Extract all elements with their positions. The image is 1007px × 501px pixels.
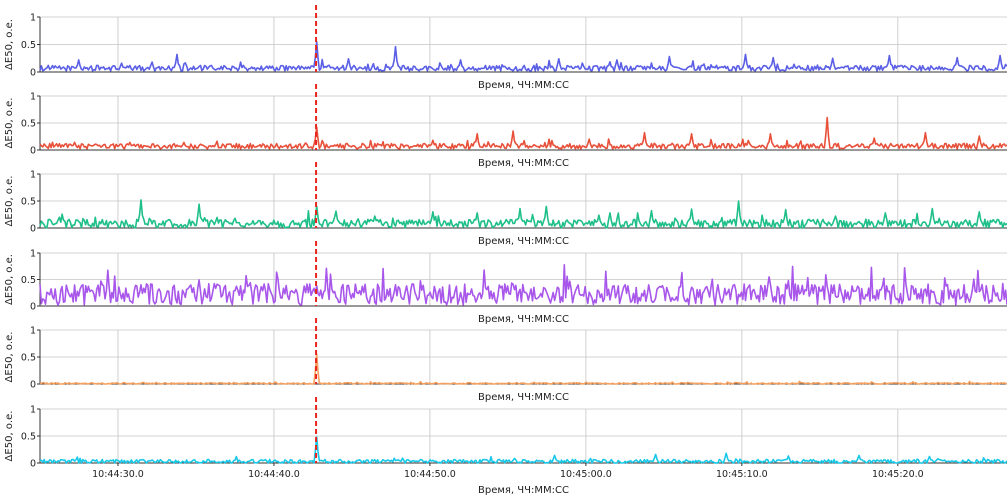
series-line: [39, 353, 1007, 385]
y-tick-label: 1: [30, 92, 36, 103]
y-axis-label: ΔE50, о.е.: [4, 411, 15, 462]
y-axis-label: ΔE50, о.е.: [4, 19, 15, 70]
series-line: [40, 436, 1007, 464]
y-tick-label: 0.5: [21, 353, 36, 364]
y-tick-label: 0.5: [21, 432, 36, 443]
y-tick-label: 0.5: [21, 40, 36, 51]
y-tick-label: 0.5: [21, 197, 36, 208]
x-axis-label: Время, ЧЧ:ММ:СС: [478, 392, 569, 403]
x-axis-label: Время, ЧЧ:ММ:СС: [478, 236, 569, 247]
chart-panel-3: 0 0.5 1 ΔE50, о.е. Время, ЧЧ:ММ:СС: [4, 162, 1007, 247]
series-line: [39, 116, 1007, 150]
x-tick-label: 10:45:00.0: [560, 469, 612, 480]
chart-panel-4: 0 0.5 1 ΔE50, о.е. Время, ЧЧ:ММ:СС: [4, 241, 1007, 325]
y-tick-label: 1: [30, 249, 36, 260]
chart-panel-1: 0 0.5 1 ΔE50, о.е. Время, ЧЧ:ММ:СС: [4, 5, 1007, 91]
y-tick-label: 0: [30, 459, 36, 470]
x-tick-label: 10:44:40.0: [248, 469, 300, 480]
chart-panel-5: 0 0.5 1 ΔE50, о.е. Время, ЧЧ:ММ:СС: [4, 318, 1007, 403]
x-tick-label: 10:45:20.0: [872, 469, 924, 480]
y-tick-label: 0: [30, 380, 36, 391]
y-axis-label: ΔE50, о.е.: [4, 176, 15, 227]
y-tick-label: 0: [30, 68, 36, 79]
y-tick-label: 1: [30, 405, 36, 416]
y-tick-label: 0: [30, 146, 36, 157]
x-tick-label: 10:45:10.0: [716, 469, 768, 480]
x-axis-label: Время, ЧЧ:ММ:СС: [478, 485, 569, 496]
y-tick-label: 0: [30, 224, 36, 235]
chart-panel-2: 0 0.5 1 ΔE50, о.е. Время, ЧЧ:ММ:СС: [4, 84, 1007, 169]
series-line: [39, 264, 1007, 306]
y-tick-label: 1: [30, 326, 36, 337]
series-line: [39, 41, 1007, 72]
chart-panel-6: 0 0.5 1 ΔE50, о.е. 10:44:30.0 10:44:40.0 10:44…: [4, 397, 1007, 496]
y-axis-label: ΔE50, о.е.: [4, 332, 15, 383]
y-tick-label: 0.5: [21, 119, 36, 130]
y-tick-label: 1: [30, 170, 36, 181]
series-line: [39, 199, 1007, 229]
y-axis-label: ΔE50, о.е.: [4, 254, 15, 305]
y-tick-label: 1: [30, 13, 36, 24]
y-tick-label: 0.5: [21, 275, 36, 286]
x-axis-label: Время, ЧЧ:ММ:СС: [478, 158, 569, 169]
y-axis-label: ΔE50, о.е.: [4, 98, 15, 149]
y-tick-label: 0: [30, 302, 36, 313]
x-axis-label: Время, ЧЧ:ММ:СС: [478, 80, 569, 91]
x-tick-label: 10:44:30.0: [92, 469, 144, 480]
x-tick-label: 10:44:50.0: [404, 469, 456, 480]
x-axis-label: Время, ЧЧ:ММ:СС: [478, 314, 569, 325]
